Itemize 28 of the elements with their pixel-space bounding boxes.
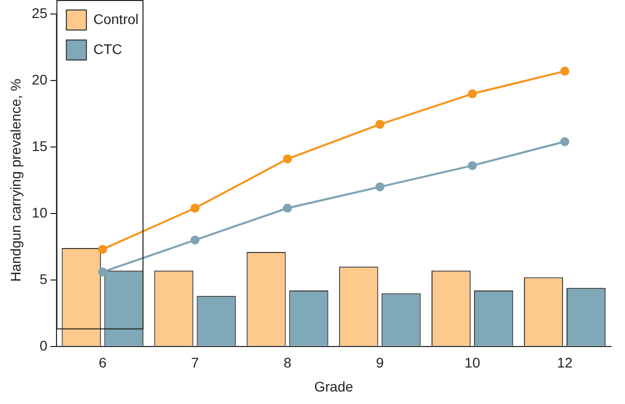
point	[560, 66, 570, 76]
x-tick-label: 12	[556, 354, 573, 371]
point	[375, 182, 384, 192]
y-tick-label: 15	[32, 138, 48, 154]
point	[468, 161, 477, 170]
legend-label: Control	[93, 10, 139, 27]
legend-label: CTC	[93, 40, 122, 57]
y-tick-label: 10	[32, 204, 48, 220]
point	[468, 89, 477, 98]
y-tick-label: 0	[40, 337, 48, 354]
x-tick-label: 9	[376, 354, 384, 371]
y-tick-label: 20	[32, 71, 48, 88]
point	[98, 267, 108, 276]
point	[282, 204, 292, 213]
point	[375, 120, 384, 129]
point	[560, 137, 570, 146]
point	[190, 236, 200, 245]
y-tick-label: 25	[32, 4, 48, 21]
point	[190, 204, 200, 213]
x-tick-label: 10	[464, 354, 480, 371]
x-axis-title: Grade	[314, 378, 354, 394]
x-tick-label: 8	[284, 354, 292, 371]
x-tick-label: 7	[191, 354, 200, 371]
point	[98, 244, 108, 254]
point	[282, 154, 292, 164]
y-axis-title: Handgun carrying prevalence, %	[7, 78, 24, 282]
y-tick-label: 5	[40, 270, 48, 287]
x-tick-label: 6	[98, 354, 107, 371]
